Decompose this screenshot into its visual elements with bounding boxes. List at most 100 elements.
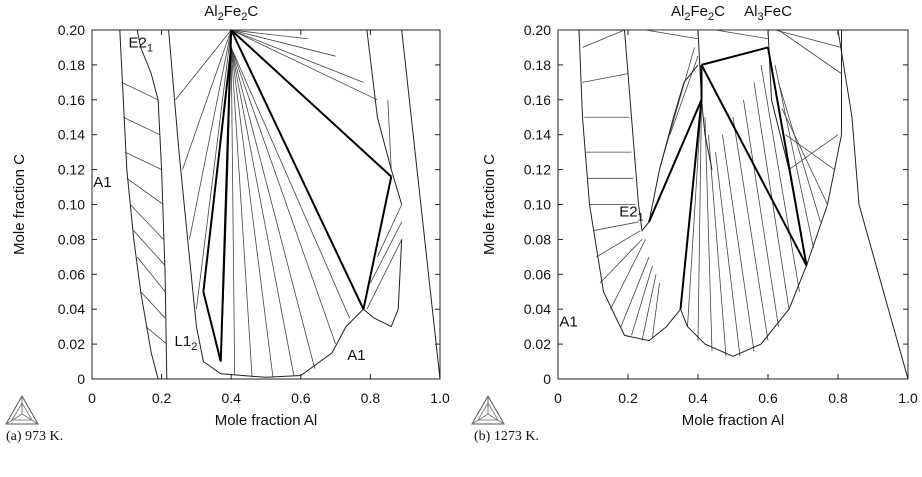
phase-boundary (401, 30, 440, 379)
tie-line (620, 256, 650, 327)
phase-label: A1 (559, 314, 577, 331)
tie-line (715, 30, 769, 40)
tie-line (121, 81, 159, 101)
phase-boundary (837, 30, 908, 379)
phase-lines (578, 30, 908, 379)
y-tick-label: 0.02 (524, 336, 551, 352)
tie-line (778, 30, 842, 74)
tie-line (781, 108, 828, 205)
three-phase-triangle-edge (362, 176, 393, 310)
tie-line (599, 239, 643, 284)
tie-line (129, 204, 164, 240)
phase-boundary (578, 30, 681, 342)
y-axis-label: Mole fraction C (481, 154, 498, 255)
three-phase-triangle-edge (701, 46, 769, 66)
phase-boundary (119, 30, 159, 379)
three-phase-triangle-edge (202, 291, 222, 362)
tie-line (697, 99, 702, 341)
tie-line (645, 30, 699, 40)
phase-label: L12 (175, 333, 198, 353)
y-tick-label: 0.12 (524, 162, 551, 178)
y-tick-label: 0.06 (58, 266, 85, 282)
tie-line (230, 47, 295, 376)
phase-boundary (767, 30, 842, 268)
x-tick-label: 0.4 (221, 390, 241, 406)
tie-line (230, 47, 350, 319)
three-phase-triangle-edge (230, 30, 365, 310)
tie-line (136, 256, 166, 292)
tie-line (124, 151, 162, 170)
tie-line (366, 239, 403, 310)
x-tick-label: 0.6 (758, 390, 778, 406)
tie-line (230, 47, 316, 369)
y-tick-label: 0.08 (524, 231, 551, 247)
phase-boundary (680, 265, 807, 357)
phase-boundary (624, 30, 699, 232)
tie-line (631, 265, 653, 336)
y-tick-label: 0.14 (524, 127, 551, 143)
three-phase-triangle-edge (767, 47, 808, 266)
y-axis-label: Mole fraction C (11, 154, 28, 255)
tie-line (687, 99, 702, 327)
phase-boundary (136, 30, 168, 379)
x-tick-label: 0.2 (618, 390, 638, 406)
tie-line (230, 47, 336, 345)
tie-line (175, 30, 232, 101)
tie-line (231, 30, 364, 83)
phase-label: E21 (128, 34, 152, 54)
tie-line (230, 47, 236, 376)
tie-line (145, 326, 168, 345)
tie-line (133, 230, 166, 266)
tie-line (596, 230, 641, 258)
tie-line (778, 82, 821, 223)
phase-label: Al2Fe2C (671, 3, 725, 23)
tie-line (669, 56, 699, 135)
tie-line (722, 134, 755, 352)
tie-line (231, 30, 308, 40)
phase-label: Al2Fe2C (204, 3, 258, 23)
tie-line (788, 134, 839, 170)
x-tick-label: 0.4 (688, 390, 708, 406)
y-tick-label: 0.20 (524, 22, 551, 38)
phase-label: Al3FeC (744, 3, 792, 23)
y-tick-label: 0.14 (58, 127, 85, 143)
y-tick-label: 0.04 (58, 301, 85, 317)
y-tick-label: 0 (543, 371, 551, 387)
ternary-logo-icon (5, 394, 39, 425)
three-phase-triangle-edge (679, 99, 703, 310)
panel-b: 0 0.2 0.4 0.6 0.8 1.0 0 0.02 0.04 0.06 0.08 0.10 0.1… (471, 3, 918, 429)
phase-boundary (366, 30, 403, 205)
x-tick-label: 1.0 (430, 390, 450, 406)
tie-line (387, 99, 392, 170)
y-tick-label: 0.18 (58, 57, 85, 73)
three-phase-triangle-edge (700, 64, 808, 267)
tie-line (774, 30, 842, 48)
x-tick-label: 0.8 (361, 390, 381, 406)
phase-label: A1 (347, 347, 365, 364)
y-tick-label: 0.16 (58, 92, 85, 108)
y-tick-label: 0.04 (524, 301, 551, 317)
tie-line (652, 282, 660, 338)
tie-line (582, 30, 625, 48)
panel-a: 0 0.2 0.4 0.6 0.8 1.0 0 0.02 0.04 0.06 0.08 0.10 0.1… (5, 3, 450, 429)
tie-line (230, 47, 253, 378)
tie-line (708, 134, 727, 357)
x-tick-label: 0.8 (828, 390, 848, 406)
three-phase-triangle-edge (230, 30, 392, 178)
three-phase-triangle-edge (219, 30, 233, 362)
y-tick-label: 0.02 (58, 336, 85, 352)
caption-b: (b) 1273 K. (474, 429, 539, 444)
y-tick-label: 0.06 (524, 266, 551, 282)
tie-line (376, 204, 403, 258)
tie-line (715, 152, 741, 357)
y-tick-label: 0.10 (58, 197, 85, 213)
phase-lines (119, 30, 440, 379)
x-axis-label: Mole fraction Al (215, 412, 318, 429)
tie-line (140, 291, 166, 319)
phase-label: A1 (93, 174, 111, 191)
three-phase-triangle-edge (202, 47, 233, 292)
ternary-logo-icon (471, 394, 505, 425)
tie-line (123, 116, 161, 136)
tie-line (126, 177, 164, 205)
